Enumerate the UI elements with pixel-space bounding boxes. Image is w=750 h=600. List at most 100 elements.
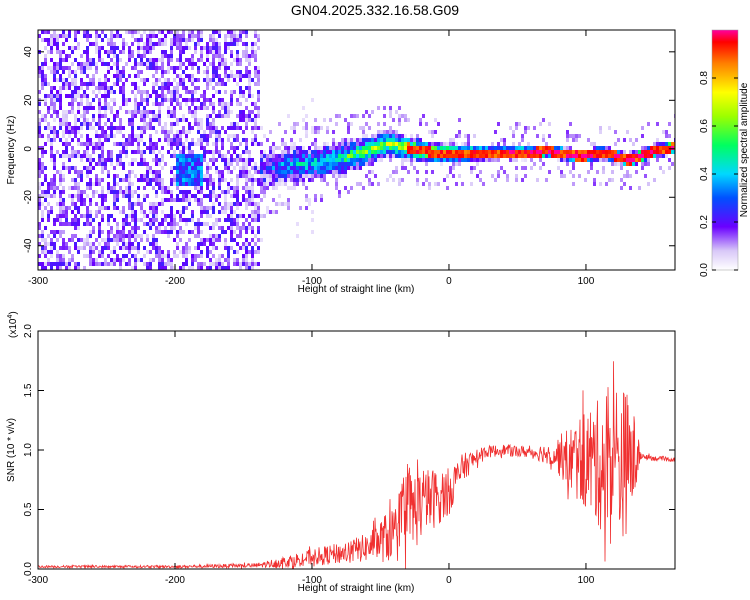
spectrogram-cell xyxy=(95,42,98,46)
spectrogram-cell xyxy=(320,174,323,178)
spectrogram-cell xyxy=(278,154,281,158)
spectrogram-cell xyxy=(74,90,77,94)
spectrogram-cell xyxy=(68,194,71,198)
spectrogram-cell xyxy=(257,262,260,266)
spectrogram-cell xyxy=(191,114,194,118)
spectrogram-cell xyxy=(101,38,104,42)
spectrogram-cell xyxy=(359,142,362,146)
spectrogram-cell xyxy=(200,262,203,266)
spectrogram-cell xyxy=(110,46,113,50)
spectrogram-cell xyxy=(161,94,164,98)
spectrogram-cell xyxy=(515,122,518,126)
spectrogram-cell xyxy=(206,138,209,142)
spectrogram-cell xyxy=(182,218,185,222)
spectrogram-cell xyxy=(98,122,101,126)
spectrogram-cell xyxy=(95,202,98,206)
spectrogram-cell xyxy=(134,58,137,62)
spectrogram-cell xyxy=(542,134,545,138)
spectrogram-cell xyxy=(590,162,593,166)
spectrogram-cell xyxy=(353,114,356,118)
spectrogram-cell xyxy=(161,70,164,74)
spectrogram-cell xyxy=(116,54,119,58)
spectrogram-cell xyxy=(245,246,248,250)
spectrogram-cell xyxy=(140,114,143,118)
spectrogram-cell xyxy=(113,54,116,58)
spectrogram-cell xyxy=(38,166,41,170)
spectrogram-cell xyxy=(179,218,182,222)
spectrogram-cell xyxy=(251,174,254,178)
spectrogram-cell xyxy=(104,194,107,198)
spectrogram-cell xyxy=(371,170,374,174)
spectrogram-cell xyxy=(269,158,272,162)
spectrogram-cell xyxy=(263,178,266,182)
spectrogram-cell xyxy=(62,114,65,118)
spectrogram-cell xyxy=(92,158,95,162)
spectrogram-cell xyxy=(194,62,197,66)
spectrogram-cell xyxy=(86,206,89,210)
spectrogram-cell xyxy=(101,214,104,218)
spectrogram-cell xyxy=(101,166,104,170)
spectrogram-cell xyxy=(383,130,386,134)
spectrogram-cell xyxy=(539,122,542,126)
spectrogram-cell xyxy=(245,178,248,182)
spectrogram-cell xyxy=(188,90,191,94)
spectrogram-cell xyxy=(38,226,41,230)
spectrogram-cell xyxy=(269,130,272,134)
spectrogram-cell xyxy=(449,166,452,170)
spectrogram-cell xyxy=(419,146,422,150)
spectrogram-cell xyxy=(104,86,107,90)
spectrogram-cell xyxy=(113,74,116,78)
spectrogram-cell xyxy=(74,234,77,238)
spectrogram-cell xyxy=(458,158,461,162)
spectrogram-cell xyxy=(182,198,185,202)
spectrogram-cell xyxy=(179,66,182,70)
spectrogram-cell xyxy=(506,174,509,178)
spectrogram-cell xyxy=(242,90,245,94)
spectrogram-cell xyxy=(101,142,104,146)
spectrogram-cell xyxy=(302,166,305,170)
spectrogram-cell xyxy=(86,154,89,158)
spectrogram-cell xyxy=(569,154,572,158)
spectrogram-cell xyxy=(239,174,242,178)
spectrogram-cell xyxy=(122,150,125,154)
spectrogram-cell xyxy=(176,234,179,238)
spectrogram-cell xyxy=(137,134,140,138)
spectrogram-cell xyxy=(53,62,56,66)
spectrogram-cell xyxy=(578,150,581,154)
spectrogram-cell xyxy=(140,158,143,162)
spectrogram-cell xyxy=(227,74,230,78)
spectrogram-cell xyxy=(71,94,74,98)
spectrogram-cell xyxy=(155,158,158,162)
spectrogram-cell xyxy=(590,154,593,158)
spectrogram-cell xyxy=(530,150,533,154)
spectrogram-cell xyxy=(278,166,281,170)
spectrogram-cell xyxy=(41,146,44,150)
spectrogram-cell xyxy=(137,194,140,198)
spectrogram-cell xyxy=(173,90,176,94)
spectrogram-cell xyxy=(59,182,62,186)
spectrogram-cell xyxy=(77,102,80,106)
spectrogram-cell xyxy=(620,150,623,154)
spectrogram-cell xyxy=(56,70,59,74)
spectrogram-cell xyxy=(47,210,50,214)
spectrogram-cell xyxy=(125,194,128,198)
spectrogram-cell xyxy=(83,62,86,66)
spectrogram-cell xyxy=(209,174,212,178)
spectrogram-cell xyxy=(86,94,89,98)
spectrogram-cell xyxy=(197,246,200,250)
spectrogram-cell xyxy=(134,106,137,110)
spectrogram-cell xyxy=(278,170,281,174)
spectrogram-cell xyxy=(230,94,233,98)
spectrogram-cell xyxy=(62,42,65,46)
spectrogram-cell xyxy=(197,66,200,70)
spectrogram-cell xyxy=(647,158,650,162)
spectrogram-cell xyxy=(110,262,113,266)
spectrogram-cell xyxy=(548,170,551,174)
spectrogram-cell xyxy=(596,170,599,174)
spectrogram-cell xyxy=(251,54,254,58)
spectrogram-cell xyxy=(107,214,110,218)
spectrogram-cell xyxy=(80,94,83,98)
spectrogram-cell xyxy=(92,62,95,66)
snr-panel: -300 -200 -100 0 100 0.00.51.01.52.0 Height … xyxy=(6,311,676,594)
spectrogram-cell xyxy=(245,58,248,62)
